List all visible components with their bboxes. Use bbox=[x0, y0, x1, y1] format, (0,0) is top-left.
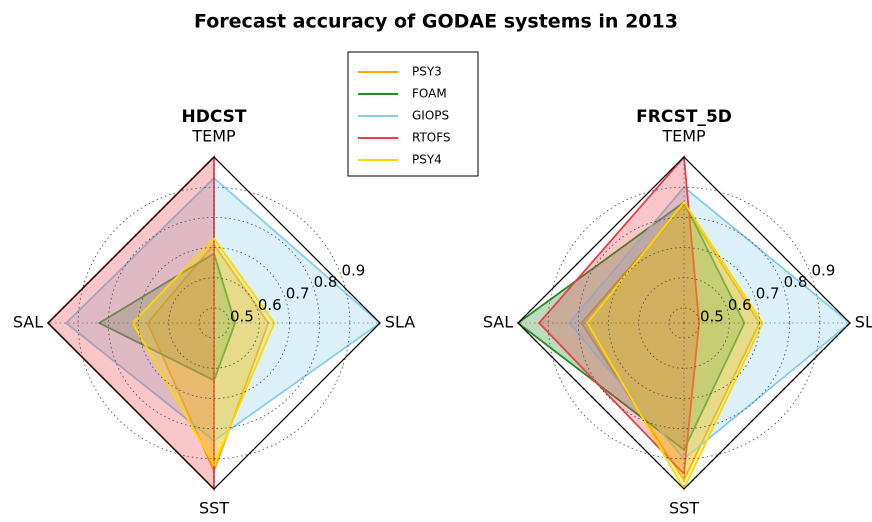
r-tick-label: 0.8 bbox=[784, 273, 808, 291]
r-tick-label: 0.5 bbox=[230, 308, 254, 326]
axis-label: SAL bbox=[13, 313, 43, 332]
subplot-title: HDCST bbox=[182, 107, 247, 127]
legend-label: PSY3 bbox=[412, 65, 442, 79]
subplot-title: FRCST_5D bbox=[636, 107, 732, 127]
grid-ring bbox=[668, 307, 700, 339]
frame bbox=[517, 156, 851, 490]
r-tick-label: 0.6 bbox=[258, 296, 282, 314]
axis-label: SST bbox=[199, 499, 229, 518]
r-tick-label: 0.7 bbox=[756, 285, 780, 303]
axis-label: TEMP bbox=[191, 127, 236, 146]
legend-label: FOAM bbox=[412, 87, 447, 101]
r-tick-label: 0.8 bbox=[314, 273, 338, 291]
axis-label: SLA bbox=[385, 313, 415, 332]
grid-ring bbox=[577, 216, 791, 430]
grid-ring bbox=[138, 247, 290, 399]
grid-ring bbox=[107, 216, 321, 430]
grid-ring bbox=[198, 307, 230, 339]
legend-label: GIOPS bbox=[412, 109, 449, 123]
frame bbox=[47, 156, 381, 490]
axis-label: SST bbox=[669, 499, 699, 518]
r-tick-label: 0.5 bbox=[700, 308, 724, 326]
figure-title: Forecast accuracy of GODAE systems in 20… bbox=[194, 11, 678, 33]
grid-ring bbox=[608, 247, 760, 399]
series-area bbox=[537, 154, 700, 476]
r-tick-label: 0.9 bbox=[811, 262, 835, 280]
legend-label: PSY4 bbox=[412, 153, 442, 167]
series-area bbox=[131, 237, 276, 467]
axis-label: TEMP bbox=[661, 127, 706, 146]
r-tick-label: 0.9 bbox=[341, 262, 365, 280]
legend-label: RTOFS bbox=[412, 131, 451, 145]
r-tick-label: 0.6 bbox=[728, 296, 752, 314]
axis-label: SAL bbox=[483, 313, 513, 332]
r-tick-label: 0.7 bbox=[286, 285, 310, 303]
axis-label: SLA bbox=[855, 313, 872, 332]
